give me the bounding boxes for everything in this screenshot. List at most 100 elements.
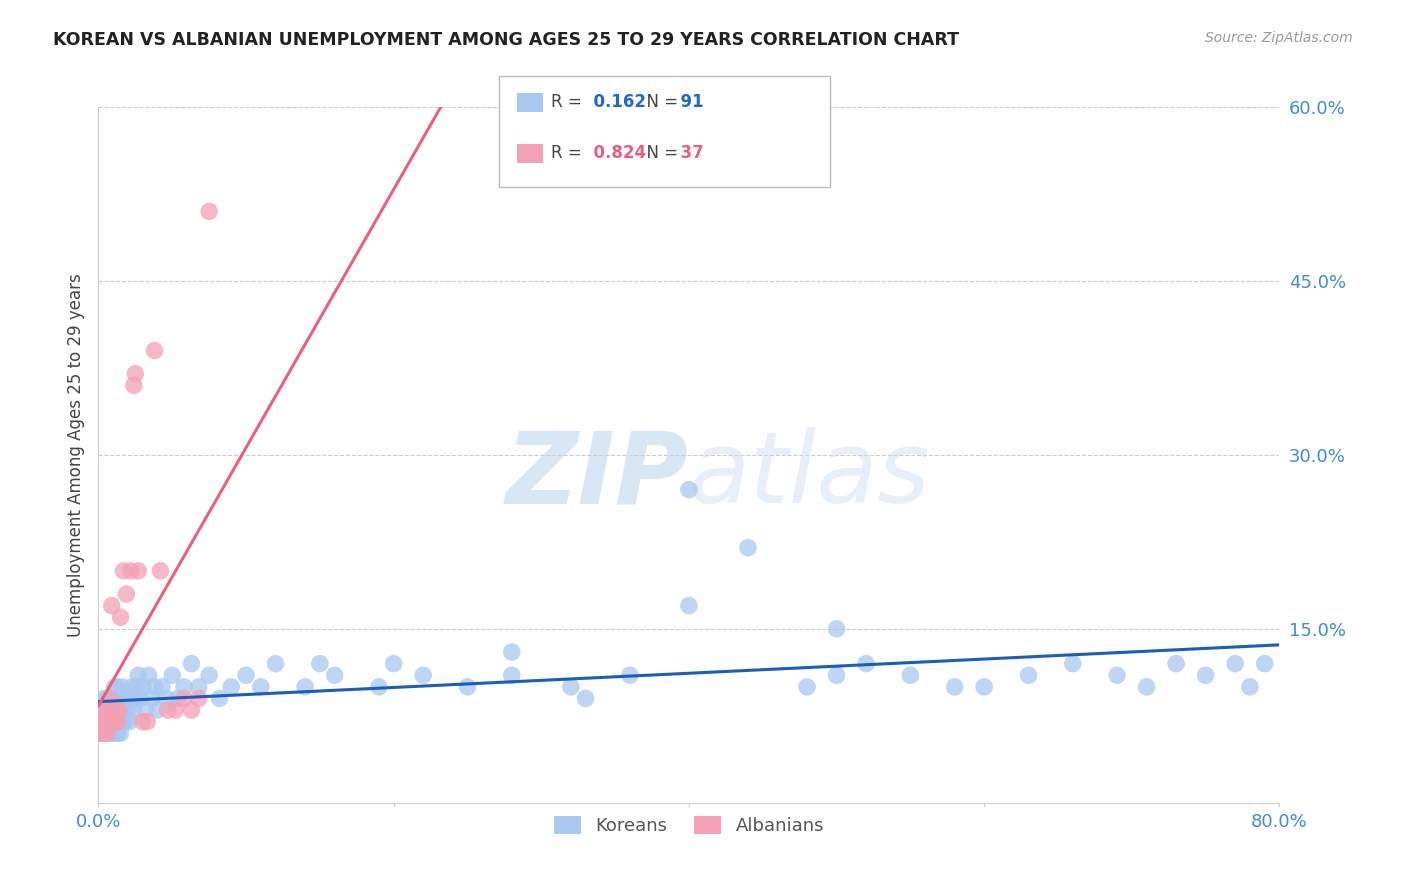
Point xyxy=(132,714,155,729)
Point xyxy=(180,703,202,717)
Point xyxy=(1107,668,1129,682)
Point xyxy=(143,680,166,694)
Point xyxy=(1254,657,1277,671)
Point xyxy=(796,680,818,694)
Point xyxy=(97,714,120,729)
Point xyxy=(111,680,134,694)
Point xyxy=(501,668,523,682)
Point xyxy=(96,714,118,729)
Point xyxy=(146,703,169,717)
Point xyxy=(120,691,142,706)
Point xyxy=(165,703,187,717)
Point xyxy=(235,668,257,682)
Text: 37: 37 xyxy=(669,144,704,161)
Point xyxy=(108,703,131,717)
Point xyxy=(124,691,146,706)
Point xyxy=(91,726,114,740)
Point xyxy=(943,680,966,694)
Point xyxy=(294,680,316,694)
Point xyxy=(94,703,117,717)
Point xyxy=(180,657,202,671)
Text: R =: R = xyxy=(551,144,588,161)
Point xyxy=(368,680,391,694)
Point xyxy=(89,714,111,729)
Point xyxy=(111,714,134,729)
Point xyxy=(127,564,149,578)
Point xyxy=(198,668,221,682)
Point xyxy=(105,703,128,717)
Point xyxy=(167,691,190,706)
Point xyxy=(103,691,125,706)
Point xyxy=(309,657,332,671)
Point xyxy=(128,691,150,706)
Point xyxy=(825,622,848,636)
Point xyxy=(855,657,877,671)
Point xyxy=(1018,668,1040,682)
Point xyxy=(93,691,115,706)
Point xyxy=(173,680,195,694)
Point xyxy=(250,680,273,694)
Point xyxy=(323,668,346,682)
Point xyxy=(108,714,131,729)
Point xyxy=(93,726,115,740)
Point xyxy=(136,714,159,729)
Point xyxy=(97,703,120,717)
Point xyxy=(94,703,117,717)
Point xyxy=(138,668,160,682)
Point xyxy=(737,541,759,555)
Point xyxy=(825,668,848,682)
Point xyxy=(501,645,523,659)
Point xyxy=(100,726,122,740)
Point xyxy=(115,587,138,601)
Point xyxy=(132,680,155,694)
Point xyxy=(1225,657,1247,671)
Point xyxy=(1195,668,1218,682)
Point xyxy=(114,714,136,729)
Point xyxy=(973,680,995,694)
Text: N =: N = xyxy=(636,93,683,111)
Point xyxy=(91,714,114,729)
Text: KOREAN VS ALBANIAN UNEMPLOYMENT AMONG AGES 25 TO 29 YEARS CORRELATION CHART: KOREAN VS ALBANIAN UNEMPLOYMENT AMONG AG… xyxy=(53,31,959,49)
Point xyxy=(117,703,139,717)
Point xyxy=(560,680,582,694)
Point xyxy=(103,714,125,729)
Text: N =: N = xyxy=(636,144,683,161)
Text: 0.824: 0.824 xyxy=(582,144,647,161)
Point xyxy=(382,657,405,671)
Point xyxy=(112,703,135,717)
Point xyxy=(575,691,598,706)
Point xyxy=(91,703,114,717)
Point xyxy=(93,714,115,729)
Point xyxy=(135,703,157,717)
Point xyxy=(121,680,143,694)
Text: R =: R = xyxy=(551,93,588,111)
Point xyxy=(1062,657,1084,671)
Point xyxy=(100,599,122,613)
Text: 0.162: 0.162 xyxy=(582,93,647,111)
Point xyxy=(118,714,141,729)
Point xyxy=(96,726,118,740)
Point xyxy=(91,726,114,740)
Text: Source: ZipAtlas.com: Source: ZipAtlas.com xyxy=(1205,31,1353,45)
Point xyxy=(96,703,118,717)
Point xyxy=(125,680,148,694)
Point xyxy=(107,680,129,694)
Point xyxy=(141,691,163,706)
Point xyxy=(143,343,166,358)
Point xyxy=(619,668,641,682)
Point xyxy=(1136,680,1159,694)
Point xyxy=(98,714,121,729)
Point xyxy=(110,726,132,740)
Point xyxy=(155,691,177,706)
Point xyxy=(104,680,127,694)
Point xyxy=(198,204,221,219)
Point xyxy=(97,726,120,740)
Point xyxy=(1239,680,1261,694)
Point xyxy=(264,657,287,671)
Text: ZIP: ZIP xyxy=(506,427,689,524)
Point xyxy=(105,714,128,729)
Y-axis label: Unemployment Among Ages 25 to 29 years: Unemployment Among Ages 25 to 29 years xyxy=(66,273,84,637)
Point xyxy=(173,691,195,706)
Legend: Koreans, Albanians: Koreans, Albanians xyxy=(538,801,839,849)
Point xyxy=(156,703,179,717)
